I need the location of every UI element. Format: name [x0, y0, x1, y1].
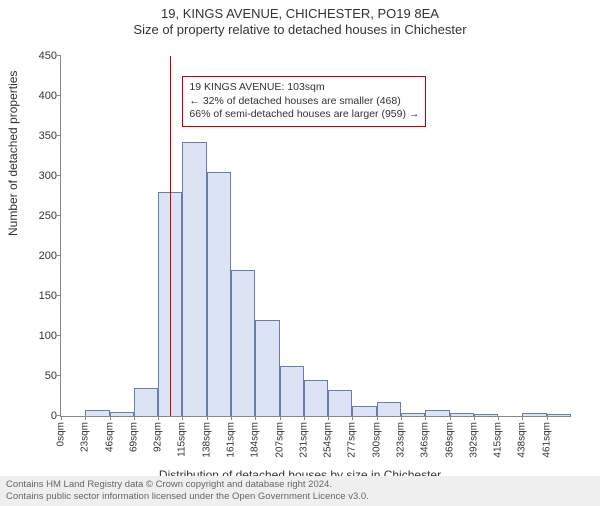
- y-axis-label: Number of detached properties: [6, 71, 20, 236]
- x-tick-mark: [182, 416, 183, 420]
- plot-area: 0501001502002503003504004500sqm23sqm46sq…: [60, 56, 571, 417]
- x-tick-label: 369sqm: [444, 422, 455, 458]
- x-tick-label: 300sqm: [371, 422, 382, 458]
- x-tick-mark: [231, 416, 232, 420]
- annotation-line: 66% of semi-detached houses are larger (…: [189, 108, 419, 122]
- chart-title-main: 19, KINGS AVENUE, CHICHESTER, PO19 8EA: [0, 6, 600, 21]
- histogram-bar: [328, 390, 352, 416]
- x-tick-label: 392sqm: [468, 422, 479, 458]
- histogram-bar: [85, 410, 109, 416]
- x-tick-label: 69sqm: [128, 422, 139, 452]
- x-tick-mark: [377, 416, 378, 420]
- footer-licence: Contains HM Land Registry data © Crown c…: [0, 476, 600, 506]
- histogram-bar: [304, 380, 328, 416]
- x-tick-mark: [110, 416, 111, 420]
- y-tick-label: 0: [51, 410, 57, 422]
- y-tick-label: 150: [39, 290, 57, 302]
- x-tick-mark: [474, 416, 475, 420]
- x-tick-label: 23sqm: [80, 422, 91, 452]
- histogram-bar: [401, 413, 425, 416]
- histogram-bar: [255, 320, 279, 416]
- y-tick-label: 50: [45, 370, 57, 382]
- x-tick-mark: [328, 416, 329, 420]
- x-tick-mark: [352, 416, 353, 420]
- y-tick-label: 100: [39, 330, 57, 342]
- y-tick-mark: [57, 335, 61, 336]
- x-tick-mark: [450, 416, 451, 420]
- x-tick-label: 161sqm: [226, 422, 237, 458]
- x-tick-label: 92sqm: [153, 422, 164, 452]
- y-tick-mark: [57, 295, 61, 296]
- x-tick-mark: [547, 416, 548, 420]
- histogram-bar: [231, 270, 255, 416]
- x-tick-label: 0sqm: [56, 422, 67, 446]
- histogram-bar: [547, 414, 571, 416]
- histogram-bar: [207, 172, 231, 416]
- x-tick-mark: [522, 416, 523, 420]
- annotation-line: ← 32% of detached houses are smaller (46…: [189, 95, 419, 109]
- x-tick-label: 438sqm: [517, 422, 528, 458]
- x-tick-mark: [207, 416, 208, 420]
- x-tick-label: 115sqm: [177, 422, 188, 457]
- histogram-bar: [280, 366, 304, 416]
- x-tick-mark: [85, 416, 86, 420]
- x-tick-label: 46sqm: [104, 422, 115, 452]
- histogram-bar: [182, 142, 206, 416]
- x-tick-label: 184sqm: [250, 422, 261, 458]
- y-tick-mark: [57, 95, 61, 96]
- x-tick-label: 231sqm: [298, 422, 309, 458]
- x-tick-label: 138sqm: [201, 422, 212, 458]
- histogram-bar: [474, 414, 498, 416]
- histogram-bar: [450, 413, 474, 416]
- y-tick-label: 350: [39, 130, 57, 142]
- histogram-bar: [377, 402, 401, 416]
- y-tick-mark: [57, 55, 61, 56]
- property-marker-line: [170, 56, 172, 416]
- histogram-bar: [425, 410, 449, 416]
- x-tick-mark: [61, 416, 62, 420]
- x-tick-label: 346sqm: [420, 422, 431, 458]
- x-tick-mark: [304, 416, 305, 420]
- x-tick-label: 415sqm: [493, 422, 504, 458]
- y-tick-mark: [57, 215, 61, 216]
- y-tick-mark: [57, 375, 61, 376]
- x-tick-label: 461sqm: [541, 422, 552, 458]
- x-tick-label: 323sqm: [396, 422, 407, 458]
- y-tick-label: 450: [39, 50, 57, 62]
- annotation-line: 19 KINGS AVENUE: 103sqm: [189, 81, 419, 95]
- x-tick-mark: [425, 416, 426, 420]
- histogram-bar: [522, 413, 546, 416]
- y-tick-label: 250: [39, 210, 57, 222]
- y-tick-mark: [57, 255, 61, 256]
- x-tick-label: 254sqm: [323, 422, 334, 458]
- x-tick-mark: [498, 416, 499, 420]
- y-tick-mark: [57, 175, 61, 176]
- x-tick-mark: [134, 416, 135, 420]
- y-tick-label: 400: [39, 90, 57, 102]
- x-tick-mark: [255, 416, 256, 420]
- y-tick-label: 200: [39, 250, 57, 262]
- y-tick-label: 300: [39, 170, 57, 182]
- x-tick-label: 277sqm: [347, 422, 358, 458]
- histogram-bar: [110, 412, 134, 416]
- x-tick-label: 207sqm: [274, 422, 285, 458]
- x-tick-mark: [401, 416, 402, 420]
- footer-line-2: Contains public sector information licen…: [6, 491, 594, 503]
- x-tick-mark: [280, 416, 281, 420]
- histogram-bar: [134, 388, 158, 416]
- annotation-box: 19 KINGS AVENUE: 103sqm← 32% of detached…: [182, 76, 426, 127]
- histogram-bar: [352, 406, 376, 416]
- footer-line-1: Contains HM Land Registry data © Crown c…: [6, 479, 594, 491]
- y-tick-mark: [57, 135, 61, 136]
- chart-title-sub: Size of property relative to detached ho…: [0, 22, 600, 37]
- x-tick-mark: [158, 416, 159, 420]
